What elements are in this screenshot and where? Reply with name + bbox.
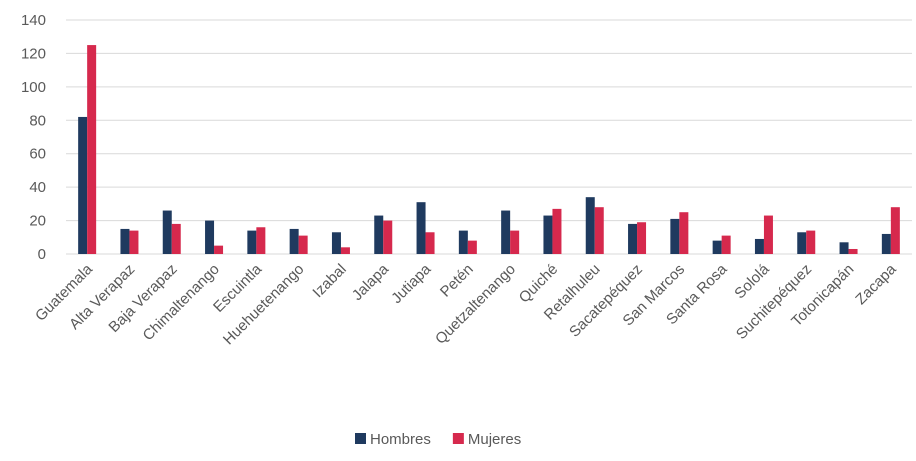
bar-hombres-10	[501, 210, 511, 254]
bar-mujeres-15	[721, 235, 731, 254]
bar-mujeres-18	[848, 248, 858, 254]
bar-mujeres-0	[87, 45, 97, 255]
bar-mujeres-19	[890, 207, 900, 254]
bar-hombres-2	[162, 210, 172, 254]
y-tick-label: 100	[21, 79, 46, 96]
bar-mujeres-3	[214, 245, 224, 254]
bar-mujeres-12	[594, 207, 604, 254]
bar-hombres-11	[543, 215, 553, 254]
x-category-label: Jalapa	[349, 260, 393, 304]
x-category-label: Zacapa	[852, 260, 900, 308]
bar-mujeres-5	[298, 235, 308, 254]
bar-hombres-8	[416, 202, 426, 254]
bar-mujeres-7	[383, 220, 393, 254]
bar-mujeres-2	[171, 223, 181, 254]
bar-mujeres-8	[425, 232, 435, 254]
bar-hombres-9	[458, 230, 468, 254]
bar-hombres-5	[289, 228, 299, 254]
bar-hombres-12	[585, 197, 595, 254]
bar-hombres-15	[712, 240, 722, 254]
bar-hombres-3	[205, 220, 215, 254]
bar-mujeres-1	[129, 230, 139, 254]
bar-mujeres-14	[679, 212, 689, 254]
x-category-label: Izabal	[309, 261, 349, 301]
bar-hombres-17	[797, 232, 807, 254]
x-category-label: Suchitepéquez	[733, 261, 815, 343]
y-tick-label: 80	[29, 112, 46, 129]
bars	[78, 45, 900, 255]
bar-hombres-18	[839, 242, 849, 254]
y-tick-label: 40	[29, 179, 46, 196]
bar-hombres-16	[754, 238, 764, 254]
bar-mujeres-11	[552, 208, 562, 254]
y-tick-label: 140	[21, 12, 46, 29]
legend-swatch-mujeres	[452, 433, 464, 444]
y-tick-label: 120	[21, 45, 46, 62]
bar-mujeres-4	[256, 227, 266, 254]
bar-hombres-14	[670, 218, 680, 254]
gridlines	[66, 19, 912, 255]
legend-label-hombres: Hombres	[370, 431, 431, 448]
bar-mujeres-6	[340, 247, 350, 254]
y-tick-label: 20	[29, 213, 46, 230]
legend-label-mujeres: Mujeres	[468, 431, 521, 448]
legend: Hombres Mujeres	[355, 431, 521, 448]
bar-mujeres-10	[510, 230, 520, 254]
y-tick-label: 0	[38, 246, 46, 263]
bar-hombres-19	[881, 233, 891, 254]
legend-swatch-hombres	[355, 433, 366, 444]
bar-mujeres-16	[763, 215, 773, 254]
x-category-label: Jutiapa	[388, 260, 435, 307]
x-category-label: Sacatepéquez	[566, 261, 646, 341]
bar-mujeres-17	[806, 230, 816, 254]
bar-mujeres-9	[467, 240, 477, 254]
bar-hombres-0	[78, 116, 88, 254]
bar-hombres-7	[374, 215, 384, 254]
bar-hombres-4	[247, 230, 257, 254]
bar-hombres-6	[331, 232, 341, 254]
bar-hombres-1	[120, 228, 130, 254]
bar-mujeres-13	[637, 222, 647, 254]
y-axis-tick-labels: 0 20 40 60 80 100 120 140	[21, 12, 46, 263]
y-tick-label: 60	[29, 146, 46, 163]
x-category-label: Petén	[437, 261, 477, 301]
bar-hombres-13	[628, 223, 638, 254]
